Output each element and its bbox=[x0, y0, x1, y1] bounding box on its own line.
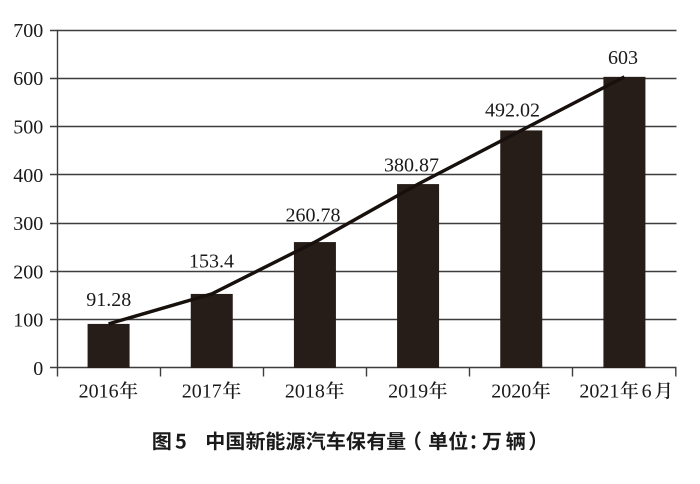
svg-text:2021: 2021 bbox=[579, 381, 619, 403]
svg-text:600: 600 bbox=[13, 68, 43, 90]
svg-text:153.4: 153.4 bbox=[189, 251, 234, 273]
svg-text:2017: 2017 bbox=[182, 381, 222, 403]
svg-text:91.28: 91.28 bbox=[86, 289, 131, 311]
svg-text:500: 500 bbox=[13, 116, 43, 138]
svg-text:6: 6 bbox=[642, 381, 652, 403]
svg-text:492.02: 492.02 bbox=[485, 99, 540, 121]
svg-text:2019: 2019 bbox=[388, 381, 428, 403]
svg-text:260.78: 260.78 bbox=[286, 204, 341, 226]
svg-text:200: 200 bbox=[13, 261, 43, 283]
svg-text:400: 400 bbox=[13, 165, 43, 187]
svg-text:0: 0 bbox=[33, 358, 43, 380]
svg-text:603: 603 bbox=[608, 47, 638, 69]
svg-text:2018: 2018 bbox=[285, 381, 325, 403]
svg-text:700: 700 bbox=[13, 20, 43, 42]
svg-text:2020: 2020 bbox=[491, 381, 531, 403]
svg-text:380.87: 380.87 bbox=[384, 155, 439, 177]
svg-text:300: 300 bbox=[13, 213, 43, 235]
svg-text:2016: 2016 bbox=[79, 381, 119, 403]
svg-text:100: 100 bbox=[13, 310, 43, 332]
